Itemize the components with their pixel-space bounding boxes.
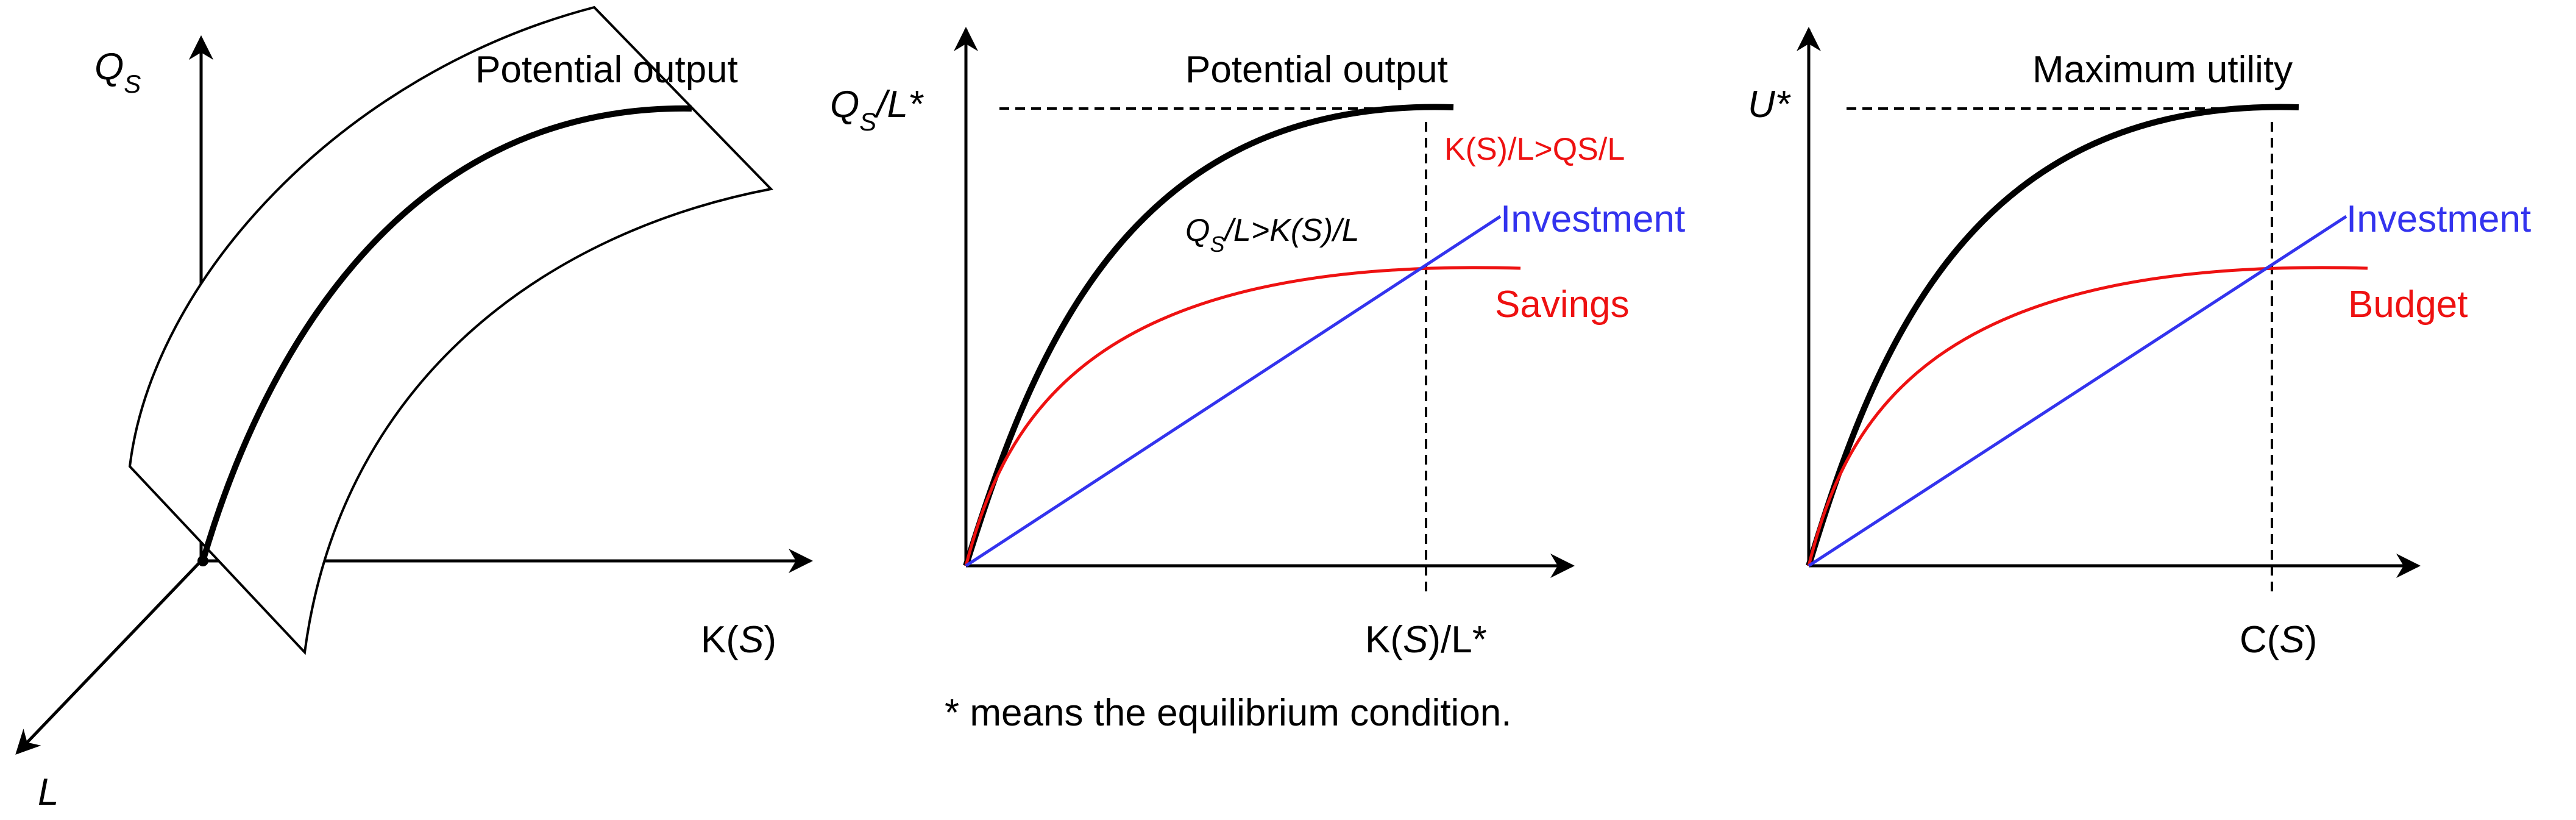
panel3-title: Maximum utility [2032,49,2293,91]
footnote: * means the equilibrium condition. [945,692,1512,734]
max-utility-label: U* [1748,84,1791,126]
utility-curve [1806,104,2299,567]
investment-label: Investment [1500,198,1685,240]
l-axis [15,560,202,755]
panel-capital: Potential output QS/L* K(S)/L* QS/L>K(S)… [830,27,1685,734]
investment-line [965,215,1502,568]
panel2-title: Potential output [1185,49,1448,91]
k-axis-label: K(S) [701,619,776,661]
savings-curve [964,266,1521,566]
origin-dot [197,555,208,566]
region-above-label: QS/L>K(S)/L [1185,213,1360,257]
investment-line-utility [1808,215,2347,568]
budget-curve [1807,266,2368,566]
equilibrium-output-label: QS/L* [830,84,924,136]
potential-output-curve [963,104,1454,567]
potential-output-curve-3d [200,105,692,562]
region-right-label: K(S)/L>QS/L [1444,132,1625,167]
equilibrium-capital-label: K(S)/L* [1365,619,1487,661]
l-axis-label: L [38,771,59,813]
q-axis-label: QS [94,46,141,98]
panel1-title: Potential output [475,49,738,91]
equilibrium-consumption-label: C(S) [2240,619,2317,661]
budget-label: Budget [2348,283,2468,326]
savings-label: Savings [1495,283,1630,326]
panel-3d-surface: Potential output QS K(S) L [15,5,813,813]
panel-utility: Maximum utility U* C(S) Investment Budge… [1748,27,2531,661]
production-surface [128,5,774,655]
investment-label-utility: Investment [2346,198,2531,240]
